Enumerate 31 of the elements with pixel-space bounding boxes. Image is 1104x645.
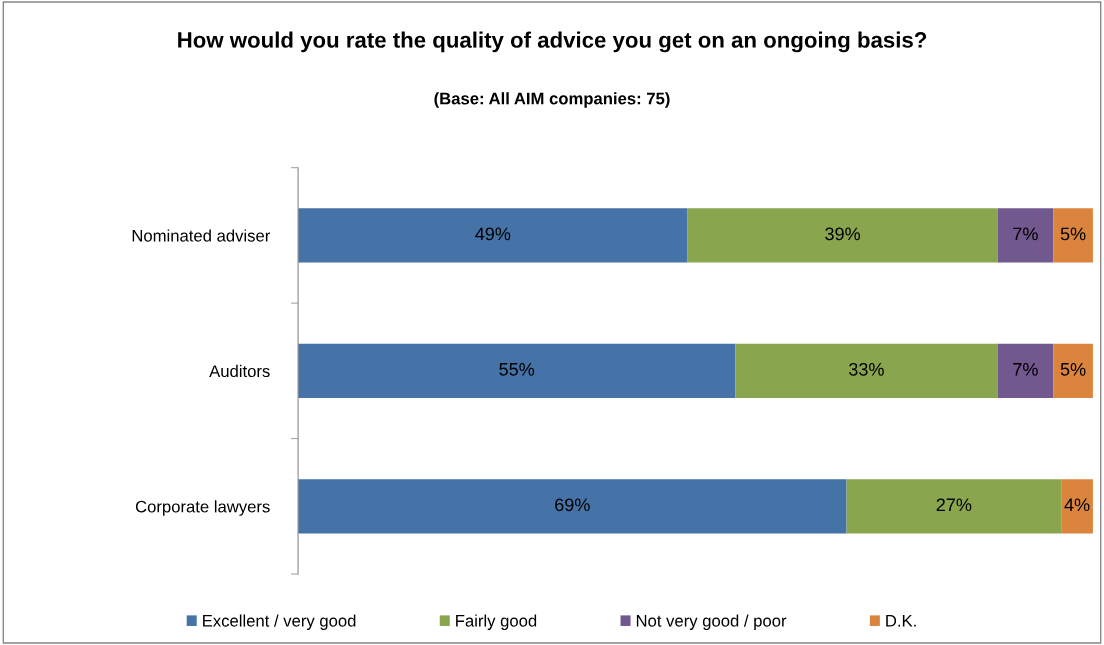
bar — [298, 479, 847, 534]
data-label: 27% — [936, 498, 972, 512]
bar — [735, 343, 998, 398]
bar — [997, 343, 1054, 398]
data-label: 33% — [849, 362, 884, 376]
data-label: 7% — [1013, 363, 1038, 376]
y-tick-label: Nominated adviser — [132, 229, 271, 242]
bar — [1061, 479, 1093, 534]
data-label: 5% — [1060, 227, 1086, 241]
bar — [1053, 343, 1093, 398]
y-tick-label: Corporate lawyers — [135, 500, 270, 516]
data-label: 55% — [499, 363, 535, 376]
legend-label: Excellent / very good — [203, 614, 356, 630]
data-label: 5% — [1060, 363, 1086, 376]
bar — [298, 208, 688, 263]
legend-label: D.K. — [886, 615, 916, 627]
data-label: 7% — [1013, 227, 1038, 241]
chart-title: How would you rate the quality of advice you get on an ongoing basis? — [178, 31, 927, 53]
legend-label: Fairly good — [456, 614, 537, 630]
data-label: 49% — [475, 227, 511, 241]
data-label: 4% — [1064, 498, 1090, 512]
data-label: 69% — [555, 498, 590, 512]
bar — [1053, 208, 1093, 263]
bar — [997, 208, 1054, 263]
legend-label: Not very good / poor — [636, 614, 787, 630]
bar — [298, 343, 736, 398]
bar — [846, 479, 1062, 534]
bar — [687, 208, 998, 263]
chart-subtitle: (Base: All AIM companies: 75) — [434, 92, 670, 108]
data-label: 39% — [825, 227, 860, 241]
y-tick-label: Auditors — [209, 364, 270, 378]
